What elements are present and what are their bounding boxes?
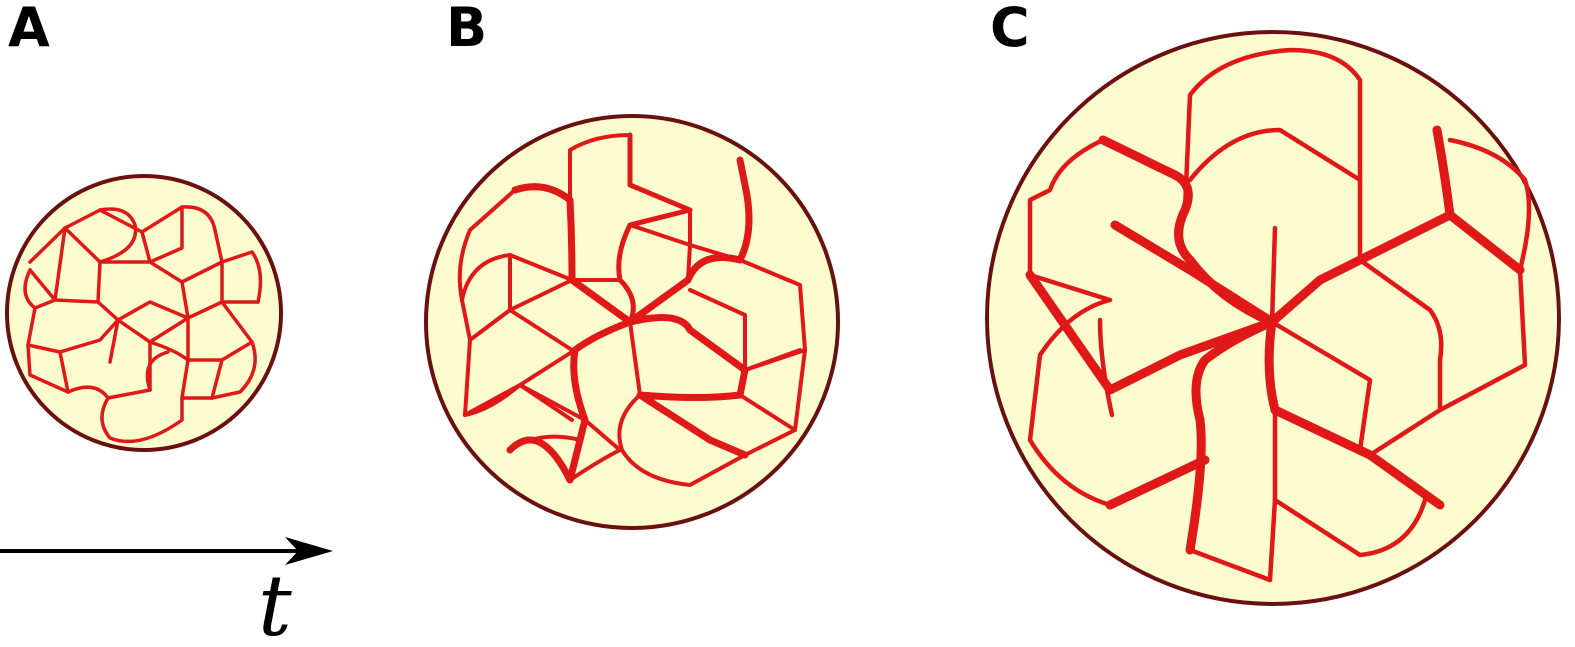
arrow-head-icon — [285, 537, 333, 565]
panel-label-c: C — [990, 0, 1030, 59]
time-axis-arrow — [0, 537, 333, 565]
panel-a-vessel-network — [23, 205, 263, 444]
panel-b-dish — [424, 114, 840, 530]
panel-label-b: B — [446, 0, 487, 59]
panel-b-vessel-network — [457, 132, 807, 487]
panel-a-dish — [5, 174, 283, 452]
panel-c-dish — [985, 30, 1561, 606]
panel-c-vessel-network — [1025, 47, 1532, 583]
panel-label-a: A — [8, 0, 50, 59]
time-axis-label: t — [258, 557, 292, 647]
